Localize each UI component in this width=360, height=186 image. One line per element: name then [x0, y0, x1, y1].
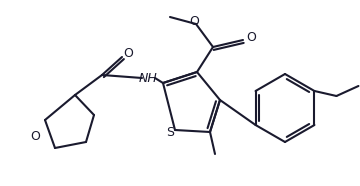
Text: NH: NH — [139, 71, 157, 84]
Text: O: O — [30, 131, 40, 144]
Text: O: O — [189, 15, 199, 28]
Text: S: S — [166, 126, 174, 139]
Text: O: O — [123, 46, 133, 60]
Text: O: O — [246, 31, 256, 44]
